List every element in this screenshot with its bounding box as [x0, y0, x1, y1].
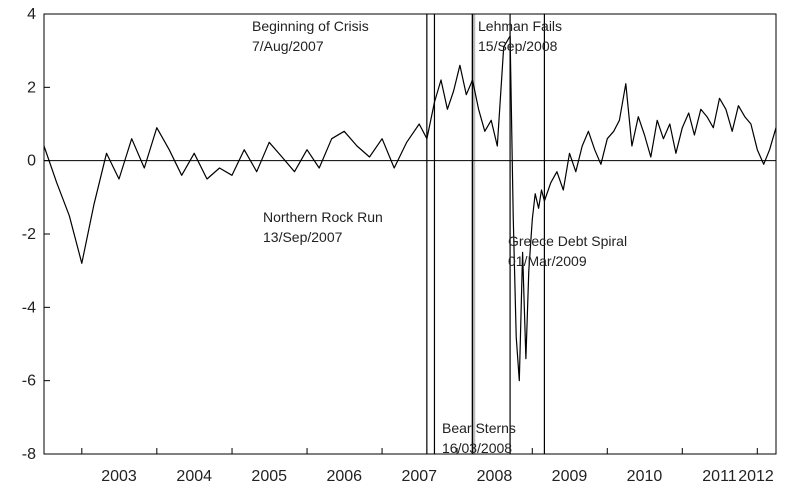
- x-tick-label: 2003: [101, 468, 137, 485]
- y-tick-label: -4: [22, 299, 36, 316]
- x-tick-label: 2007: [401, 468, 437, 485]
- x-tick-label: 2010: [627, 468, 663, 485]
- event-label-1: Northern Rock Run: [263, 209, 383, 225]
- y-tick-label: 0: [27, 153, 36, 170]
- y-axis: 4 2 0 -2 -4 -6 -8: [22, 6, 50, 463]
- event-label-4: Greece Debt Spiral: [508, 233, 627, 249]
- event-date-4: 01/Mar/2009: [508, 253, 587, 269]
- shaded-period: [471, 14, 476, 454]
- x-axis: 2003 2004 2005 2006 2007 2008 2009 2010 2011 2012: [81, 448, 774, 485]
- event-date-1: 13/Sep/2007: [263, 229, 343, 245]
- event-date-3: 15/Sep/2008: [478, 38, 558, 54]
- y-tick-label: -2: [22, 226, 36, 243]
- x-tick-label: 2012: [738, 468, 774, 485]
- event-label-2: Bear Sterns: [442, 420, 516, 436]
- event-date-2: 16/03/2008: [442, 440, 512, 456]
- x-tick-label: 2009: [552, 468, 588, 485]
- event-lines: [426, 14, 545, 454]
- y-tick-label: 2: [27, 79, 36, 96]
- x-tick-label: 2006: [326, 468, 362, 485]
- y-tick-label: 4: [27, 6, 36, 23]
- event-date-0: 7/Aug/2007: [252, 38, 324, 54]
- event-label-3: Lehman Fails: [478, 18, 562, 34]
- x-tick-label: 2008: [477, 468, 513, 485]
- shaded-band: [471, 14, 476, 454]
- series-line: [43, 35, 777, 382]
- x-tick-label: 2005: [251, 468, 287, 485]
- y-tick-label: -8: [22, 446, 36, 463]
- x-tick-label: 2004: [176, 468, 212, 485]
- y-tick-label: -6: [22, 373, 36, 390]
- x-tick-label: 2011: [702, 468, 737, 485]
- event-annotations: Beginning of Crisis 7/Aug/2007 Northern Ro…: [252, 18, 627, 456]
- event-label-0: Beginning of Crisis: [252, 18, 369, 34]
